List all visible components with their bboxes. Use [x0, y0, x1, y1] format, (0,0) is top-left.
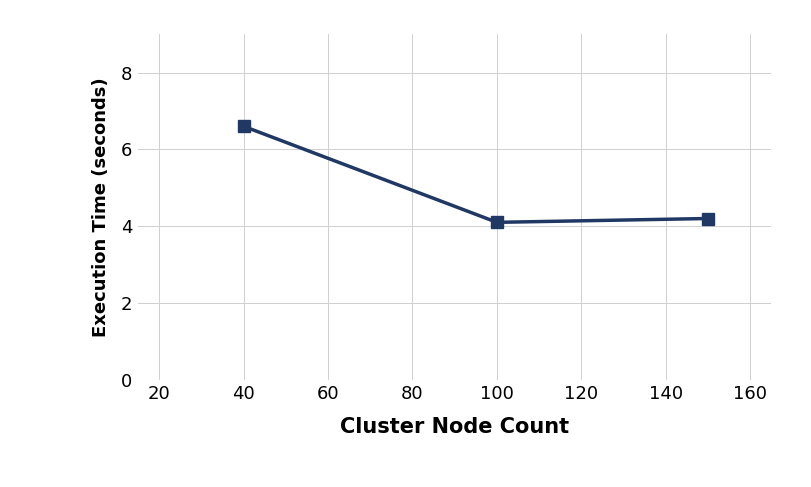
X-axis label: Cluster Node Count: Cluster Node Count	[340, 417, 569, 437]
Y-axis label: Execution Time (seconds): Execution Time (seconds)	[92, 77, 109, 337]
